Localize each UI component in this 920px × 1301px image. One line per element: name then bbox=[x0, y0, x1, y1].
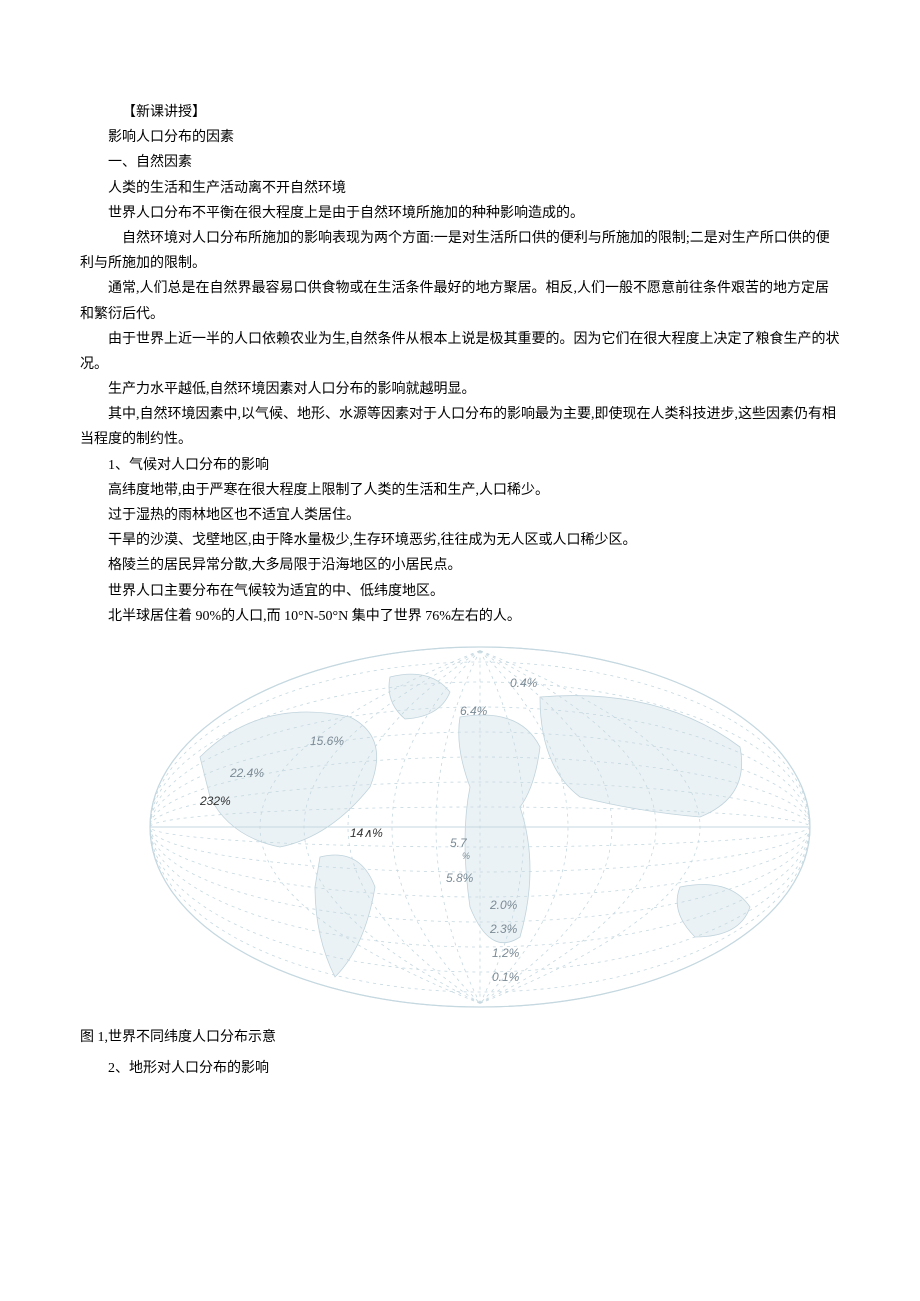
svg-text:14∧%: 14∧% bbox=[350, 826, 383, 840]
svg-text:%: % bbox=[462, 851, 470, 861]
paragraph: 由于世界上近一半的人口依赖农业为生,自然条件从根本上说是极其重要的。因为它们在很… bbox=[80, 327, 840, 377]
paragraph: 干旱的沙漠、戈壁地区,由于降水量极少,生存环境恶劣,往往成为无人区或人口稀少区。 bbox=[80, 528, 840, 553]
svg-text:2.0%: 2.0% bbox=[489, 898, 518, 912]
section-heading: 【新课讲授】 bbox=[80, 100, 840, 125]
paragraph: 世界人口主要分布在气候较为适宜的中、低纬度地区。 bbox=[80, 579, 840, 604]
paragraph: 格陵兰的居民异常分散,大多局限于沿海地区的小居民点。 bbox=[80, 553, 840, 578]
svg-text:15.6%: 15.6% bbox=[310, 734, 344, 748]
paragraph: 一、自然因素 bbox=[80, 150, 840, 175]
document-page: 【新课讲授】 影响人口分布的因素 一、自然因素 人类的生活和生产活动离不开自然环… bbox=[0, 0, 920, 1301]
world-latitude-population-diagram: 0.4% 6.4% 15.6% 22.4% 232% 14∧% 5.7% 5.8% 2.0% 2.… bbox=[140, 637, 820, 1017]
svg-text:0.4%: 0.4% bbox=[510, 676, 538, 690]
paragraph: 自然环境对人口分布所施加的影响表现为两个方面:一是对生活所口供的便利与所施加的限… bbox=[80, 226, 840, 276]
svg-text:5.8%: 5.8% bbox=[446, 871, 474, 885]
globe-svg: 0.4% 6.4% 15.6% 22.4% 232% 14∧% 5.7% 5.8% 2.0% 2.… bbox=[140, 637, 820, 1017]
svg-text:232%: 232% bbox=[199, 794, 231, 808]
paragraph: 生产力水平越低,自然环境因素对人口分布的影响就越明显。 bbox=[80, 377, 840, 402]
paragraph: 其中,自然环境因素中,以气候、地形、水源等因素对于人口分布的影响最为主要,即使现… bbox=[80, 402, 840, 452]
paragraph: 2、地形对人口分布的影响 bbox=[80, 1056, 840, 1081]
svg-text:6.4%: 6.4% bbox=[460, 704, 488, 718]
svg-text:2.3%: 2.3% bbox=[489, 922, 518, 936]
paragraph: 世界人口分布不平衡在很大程度上是由于自然环境所施加的种种影响造成的。 bbox=[80, 201, 840, 226]
paragraph: 北半球居住着 90%的人口,而 10°N-50°N 集中了世界 76%左右的人。 bbox=[80, 604, 840, 629]
paragraph: 影响人口分布的因素 bbox=[80, 125, 840, 150]
paragraph: 过于湿热的雨林地区也不适宜人类居住。 bbox=[80, 503, 840, 528]
svg-text:5.7: 5.7 bbox=[450, 836, 468, 850]
svg-text:1.2%: 1.2% bbox=[492, 946, 520, 960]
svg-text:22.4%: 22.4% bbox=[229, 766, 264, 780]
paragraph: 人类的生活和生产活动离不开自然环境 bbox=[80, 176, 840, 201]
paragraph: 通常,人们总是在自然界最容易口供食物或在生活条件最好的地方聚居。相反,人们一般不… bbox=[80, 276, 840, 326]
paragraph: 1、气候对人口分布的影响 bbox=[80, 453, 840, 478]
paragraph: 高纬度地带,由于严寒在很大程度上限制了人类的生活和生产,人口稀少。 bbox=[80, 478, 840, 503]
svg-text:0.1%: 0.1% bbox=[492, 970, 520, 984]
figure-caption: 图 1,世界不同纬度人口分布示意 bbox=[80, 1025, 840, 1050]
